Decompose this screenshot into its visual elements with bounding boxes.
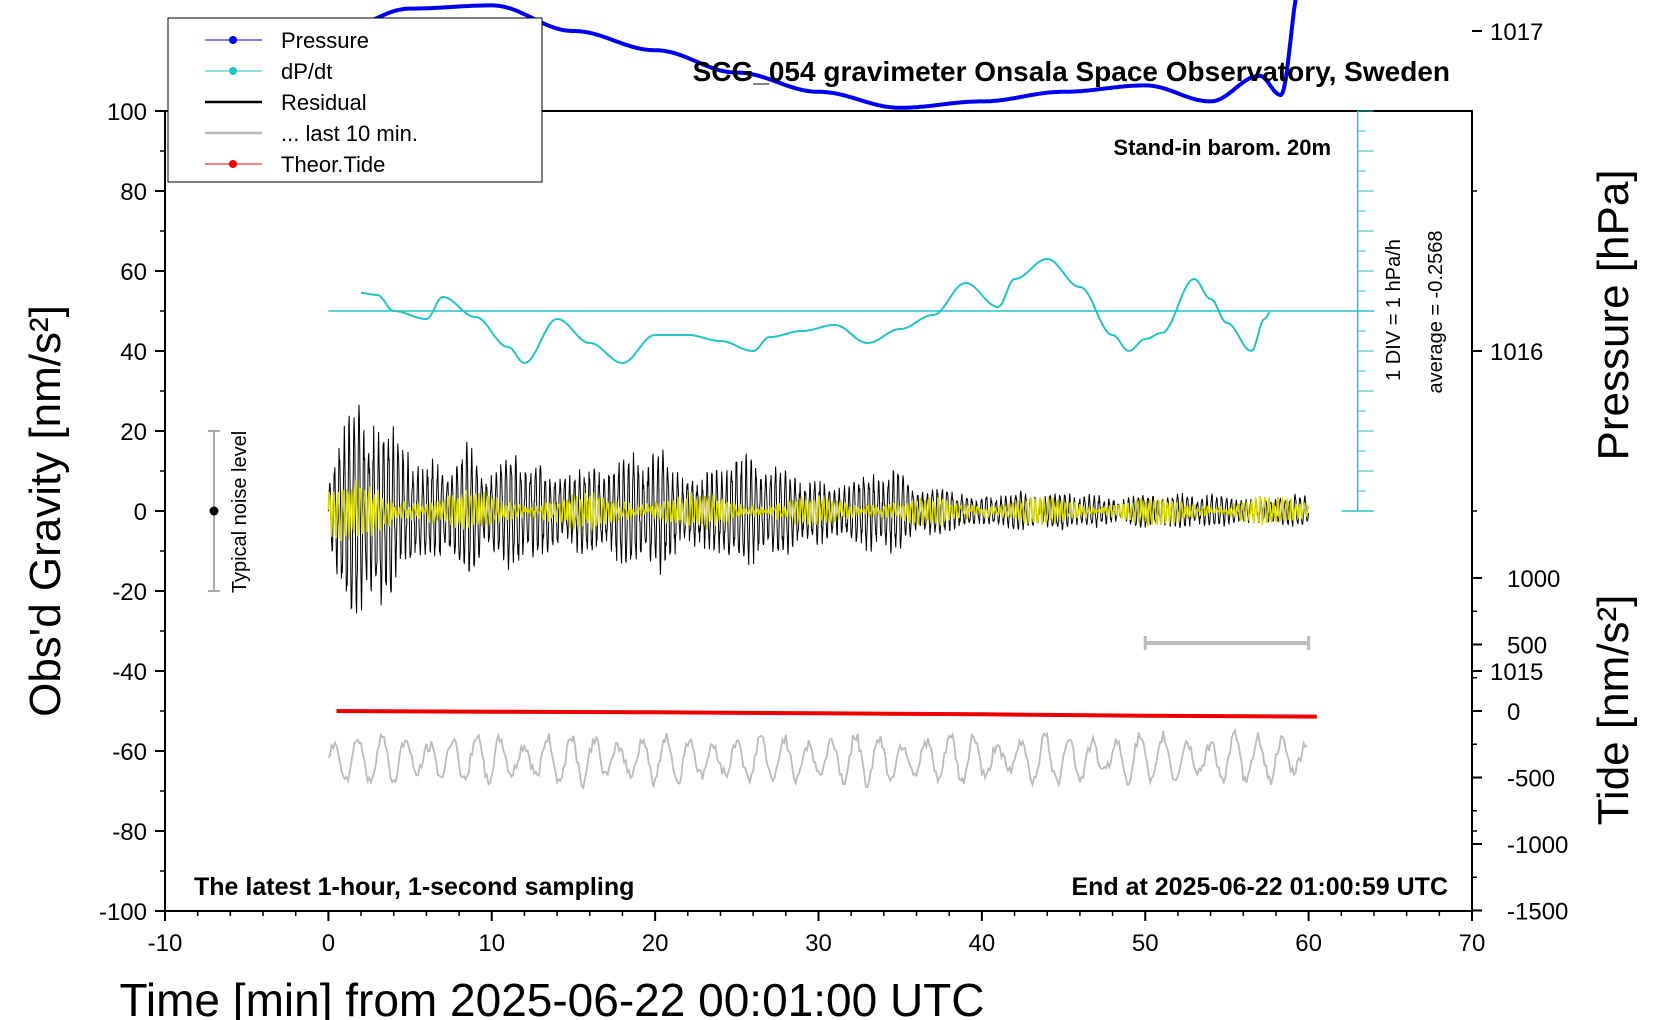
y-axis-label-tide: Tide [nm/s²]: [1589, 595, 1638, 826]
y-tick-label: 40: [120, 339, 147, 366]
y-tick-label: -80: [112, 819, 147, 846]
tide-tick-label: -1500: [1507, 899, 1568, 926]
y-tick-label: 60: [120, 259, 147, 286]
y-tick-label: 20: [120, 419, 147, 446]
axis-ticks: -10 0 10 20 30 40 50 60 70100806040200-20-40-60-…: [99, 19, 1568, 957]
legend-marker: [229, 160, 237, 168]
tide-tick-label: 0: [1507, 699, 1520, 726]
legend-label: Theor.Tide: [281, 152, 385, 177]
x-tick-label: 40: [969, 930, 996, 957]
y-axis-label-pressure: Pressure [hPa]: [1589, 169, 1638, 460]
legend-label: Residual: [281, 90, 367, 115]
noise-bar-dot: [209, 506, 219, 516]
tide-line: [336, 709, 1317, 719]
x-tick-label: 10: [478, 930, 505, 957]
legend-label: Pressure: [281, 28, 369, 53]
x-axis-label: Time [min] from 2025-06-22 00:01:00 UTC: [120, 974, 985, 1020]
y-tick-label: 0: [134, 499, 147, 526]
dpdt-scale-label: 1 DIV = 1 hPa/h: [1383, 239, 1405, 381]
x-tick-label: 30: [805, 930, 832, 957]
x-tick-label: 0: [322, 930, 335, 957]
x-tick-label: 60: [1295, 930, 1322, 957]
pressure-tick-label: 1015: [1490, 659, 1543, 686]
pressure-line: [336, 0, 1298, 110]
y-tick-label: 80: [120, 179, 147, 206]
legend: Pressure dP/dt Residual ... last 10 min. The…: [167, 17, 543, 183]
chart-title: SCG_054 gravimeter Onsala Space Observat…: [693, 56, 1450, 87]
y-tick-label: -40: [112, 659, 147, 686]
tide-tick-label: -1000: [1507, 832, 1568, 859]
x-tick-label: 20: [642, 930, 669, 957]
x-tick-label: 70: [1459, 930, 1486, 957]
subtitle-right: End at 2025-06-22 01:00:59 UTC: [1071, 873, 1448, 901]
y-tick-label: -100: [99, 899, 147, 926]
residual-filtered-line: [327, 479, 1310, 542]
y-axis-label-left: Obs'd Gravity [nm/s²]: [21, 305, 70, 717]
x-tick-label: -10: [148, 930, 183, 957]
legend-marker: [229, 67, 237, 75]
series-layer: [208, 0, 1374, 791]
pressure-tick-label: 1017: [1490, 19, 1543, 46]
tide-tick-label: -500: [1507, 766, 1555, 793]
last-10min-line: [327, 727, 1308, 791]
pressure-tick-label: 1016: [1490, 339, 1543, 366]
baro-note: Stand-in barom. 20m: [1113, 135, 1331, 160]
y-tick-label: -60: [112, 739, 147, 766]
legend-label: ... last 10 min.: [281, 121, 418, 146]
y-tick-label: -20: [112, 579, 147, 606]
legend-marker: [229, 36, 237, 44]
dpdt-line: [361, 257, 1271, 365]
subtitle-left: The latest 1-hour, 1-second sampling: [194, 873, 634, 901]
y-tick-label: 100: [107, 99, 147, 126]
noise-level-label: Typical noise level: [229, 431, 251, 593]
x-tick-label: 50: [1132, 930, 1159, 957]
tide-tick-label: 500: [1507, 633, 1547, 660]
dpdt-average-label: average = -0.2568: [1425, 231, 1447, 394]
legend-box: [167, 17, 543, 183]
tide-tick-label: 1000: [1507, 566, 1560, 593]
legend-label: dP/dt: [281, 59, 332, 84]
